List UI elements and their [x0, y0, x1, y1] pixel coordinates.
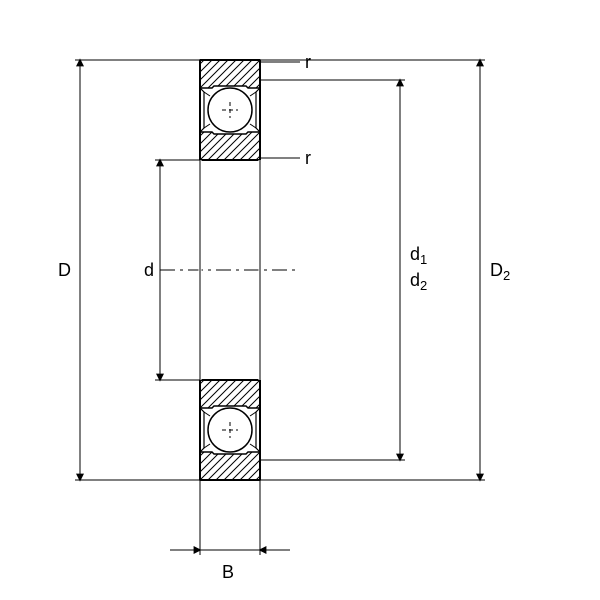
label-D2: D2 [490, 260, 510, 283]
labels: D d d1 d2 D2 B r r [58, 52, 510, 582]
bearing-diagram: D d d1 d2 D2 B r r [0, 0, 600, 600]
label-d-small: d [144, 260, 154, 280]
extension-lines [75, 60, 485, 555]
label-d1: d1 [410, 244, 427, 267]
label-D: D [58, 260, 71, 280]
top-cross-section [200, 60, 260, 160]
label-d2: d2 [410, 270, 427, 293]
bottom-cross-section [200, 380, 260, 480]
label-r-bottom: r [305, 148, 311, 168]
label-r-top: r [305, 52, 311, 72]
dimension-lines [80, 60, 480, 550]
label-B: B [222, 562, 234, 582]
